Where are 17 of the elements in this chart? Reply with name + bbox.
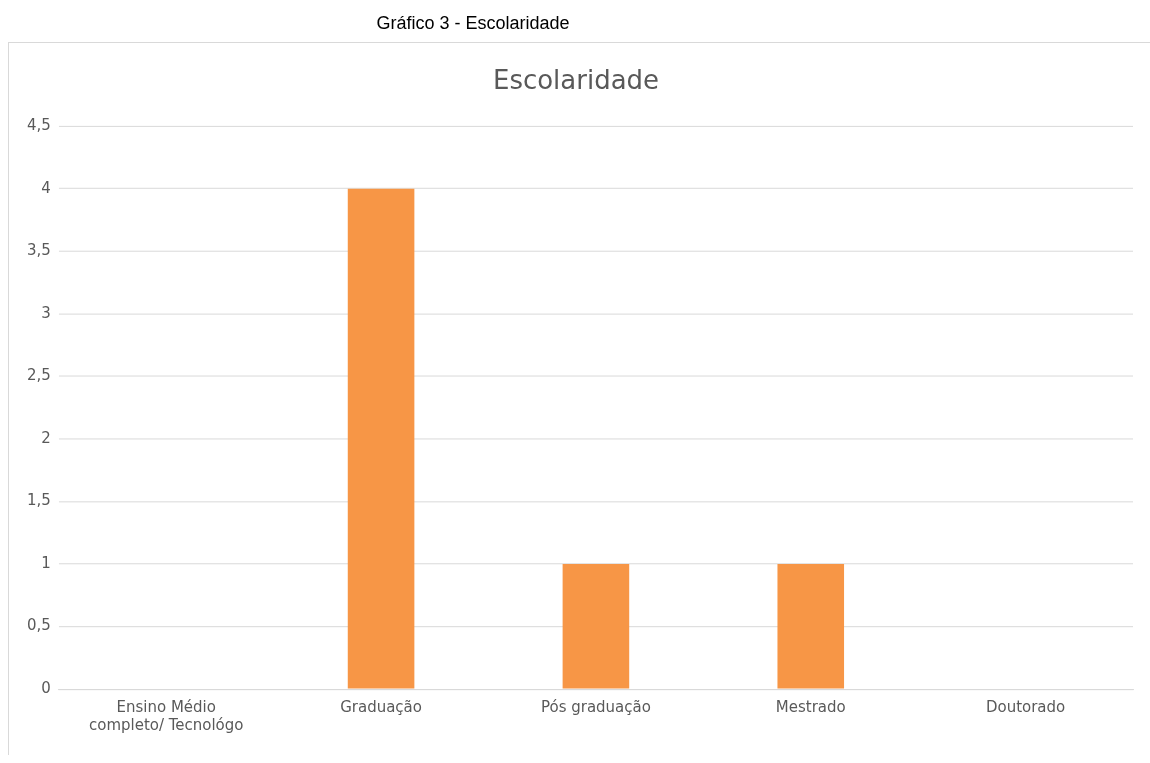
y-tick-label: 3 (41, 303, 51, 322)
x-tick-label: Graduação (340, 697, 422, 716)
y-tick-label: 1 (41, 553, 51, 572)
y-tick-label: 4 (41, 178, 51, 197)
x-tick-label: Doutorado (985, 697, 1066, 716)
y-tick-label: 3,5 (27, 241, 51, 260)
chart-title: Escolaridade (492, 65, 660, 96)
x-tick-label: Ensino Médio completo/ Tecnológo (89, 697, 244, 734)
x-tick-label: Pós graduação (541, 697, 651, 716)
y-tick-label: 2 (41, 428, 51, 447)
y-tick-label: 1,5 (27, 491, 51, 510)
y-tick-label: 0,5 (27, 616, 51, 635)
y-tick-label: 0 (41, 678, 51, 697)
y-tick-label: 2,5 (27, 366, 51, 385)
text: Gráfico 3 - Escolaridade (375, 12, 571, 35)
x-tick-label: Mestrado (775, 697, 846, 716)
y-tick-label: 4,5 (27, 115, 51, 134)
